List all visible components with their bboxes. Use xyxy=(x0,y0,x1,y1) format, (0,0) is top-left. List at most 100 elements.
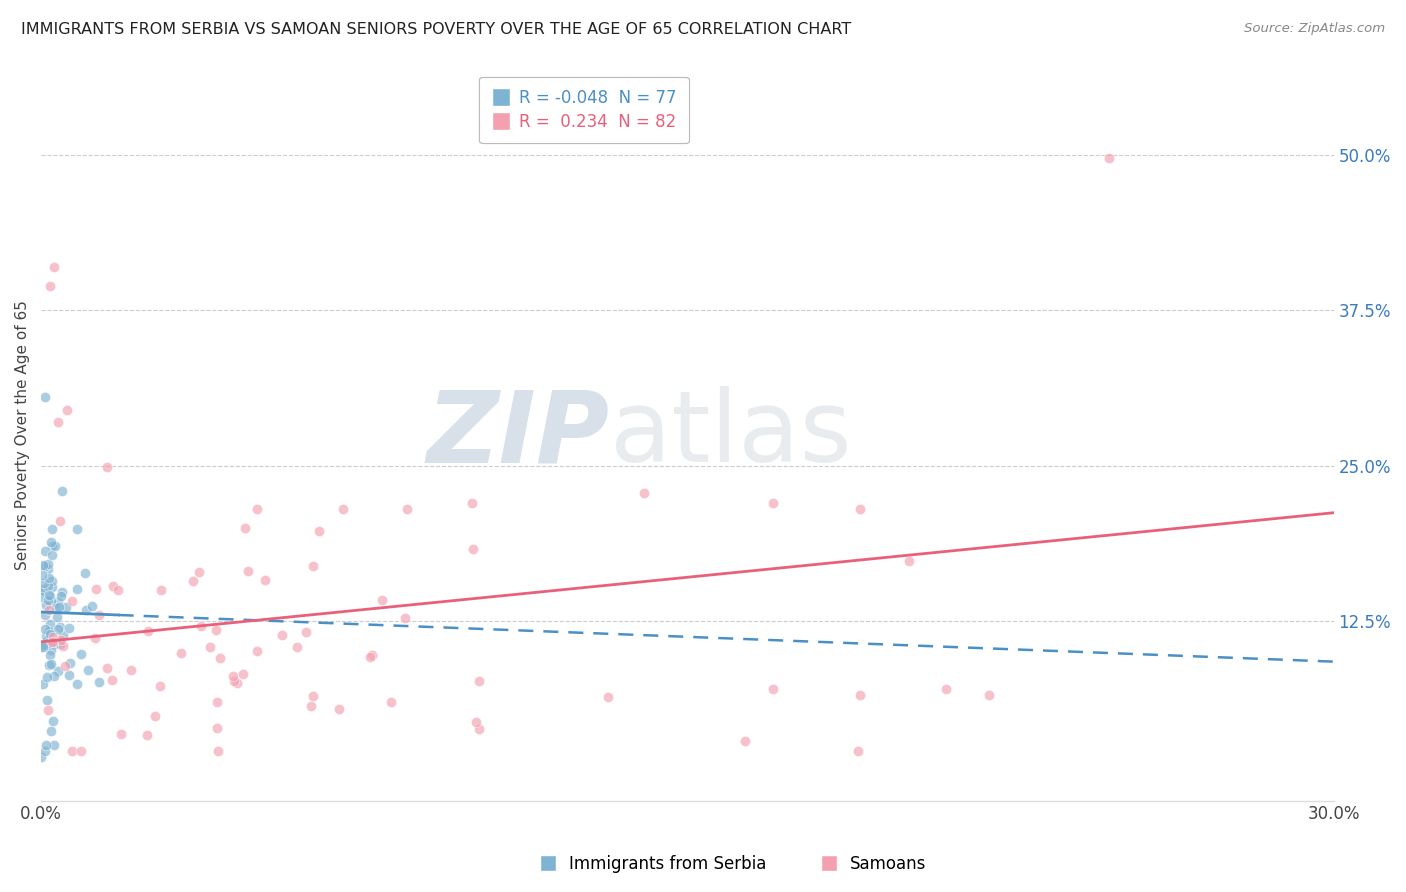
Point xyxy=(101,673,124,688)
Legend: Immigrants from Serbia, Samoans: Immigrants from Serbia, Samoans xyxy=(529,848,934,880)
Point xyxy=(596,690,619,704)
Point xyxy=(51,585,73,599)
Point xyxy=(35,599,58,613)
Point xyxy=(48,620,70,634)
Point xyxy=(38,624,60,638)
Point xyxy=(80,599,103,613)
Point xyxy=(359,650,381,665)
Point xyxy=(39,643,62,657)
Point xyxy=(34,608,56,623)
Point xyxy=(60,744,83,758)
Point xyxy=(34,558,56,573)
Point xyxy=(39,657,62,671)
Point xyxy=(301,690,323,704)
Point xyxy=(42,630,65,644)
Point xyxy=(935,681,957,696)
Point xyxy=(332,502,354,516)
Point xyxy=(190,619,212,633)
Point xyxy=(39,648,62,662)
Point xyxy=(44,637,66,651)
Point xyxy=(285,640,308,655)
Point xyxy=(73,566,96,580)
Point xyxy=(302,559,325,574)
Point xyxy=(41,548,63,562)
Point xyxy=(32,558,55,572)
Point xyxy=(253,573,276,587)
Point xyxy=(848,688,870,702)
Point xyxy=(38,603,60,617)
Point xyxy=(328,701,350,715)
Point xyxy=(35,670,58,684)
Point xyxy=(49,514,72,528)
Point xyxy=(396,502,419,516)
Point xyxy=(56,402,79,417)
Point xyxy=(232,667,254,681)
Point xyxy=(38,278,60,293)
Point xyxy=(848,502,870,516)
Point xyxy=(37,593,59,607)
Text: IMMIGRANTS FROM SERBIA VS SAMOAN SENIORS POVERTY OVER THE AGE OF 65 CORRELATION : IMMIGRANTS FROM SERBIA VS SAMOAN SENIORS… xyxy=(21,22,852,37)
Point xyxy=(34,390,56,404)
Point xyxy=(41,522,63,536)
Point xyxy=(41,580,63,594)
Point xyxy=(898,554,921,568)
Point xyxy=(37,636,59,650)
Point xyxy=(207,744,229,758)
Point xyxy=(222,669,245,683)
Point xyxy=(762,496,785,510)
Point xyxy=(181,574,204,588)
Point xyxy=(49,637,72,651)
Point xyxy=(30,750,52,764)
Point xyxy=(380,695,402,709)
Point xyxy=(32,640,55,655)
Point xyxy=(38,657,60,672)
Point xyxy=(55,599,77,614)
Point xyxy=(66,582,89,597)
Point xyxy=(463,542,485,557)
Point xyxy=(35,693,58,707)
Point xyxy=(170,646,193,660)
Point xyxy=(32,676,55,690)
Point xyxy=(41,539,63,553)
Point xyxy=(246,644,269,658)
Point xyxy=(75,603,97,617)
Point xyxy=(51,633,73,648)
Point xyxy=(39,534,62,549)
Point xyxy=(226,675,249,690)
Point xyxy=(52,628,75,642)
Point xyxy=(37,703,59,717)
Point xyxy=(31,638,53,652)
Point xyxy=(209,650,232,665)
Point xyxy=(42,635,65,649)
Point xyxy=(222,674,245,689)
Point xyxy=(31,590,53,604)
Point xyxy=(39,589,62,603)
Point xyxy=(41,635,63,649)
Point xyxy=(44,540,66,554)
Point xyxy=(198,640,221,655)
Point xyxy=(96,460,118,475)
Point xyxy=(84,582,107,596)
Point xyxy=(295,625,318,640)
Point xyxy=(38,589,60,603)
Point xyxy=(271,628,294,642)
Point xyxy=(66,676,89,690)
Point xyxy=(58,621,80,635)
Point xyxy=(34,623,56,637)
Point xyxy=(77,663,100,677)
Point xyxy=(37,578,59,592)
Point xyxy=(846,744,869,758)
Point xyxy=(48,600,70,615)
Point xyxy=(136,624,159,638)
Legend: R = -0.048  N = 77, R =  0.234  N = 82: R = -0.048 N = 77, R = 0.234 N = 82 xyxy=(479,77,689,143)
Point xyxy=(204,623,226,637)
Point xyxy=(39,724,62,739)
Point xyxy=(45,601,67,615)
Point xyxy=(299,698,322,713)
Point xyxy=(1098,151,1121,165)
Point xyxy=(66,522,89,536)
Point xyxy=(60,594,83,608)
Point xyxy=(31,582,53,596)
Point xyxy=(70,647,93,661)
Point xyxy=(30,640,52,654)
